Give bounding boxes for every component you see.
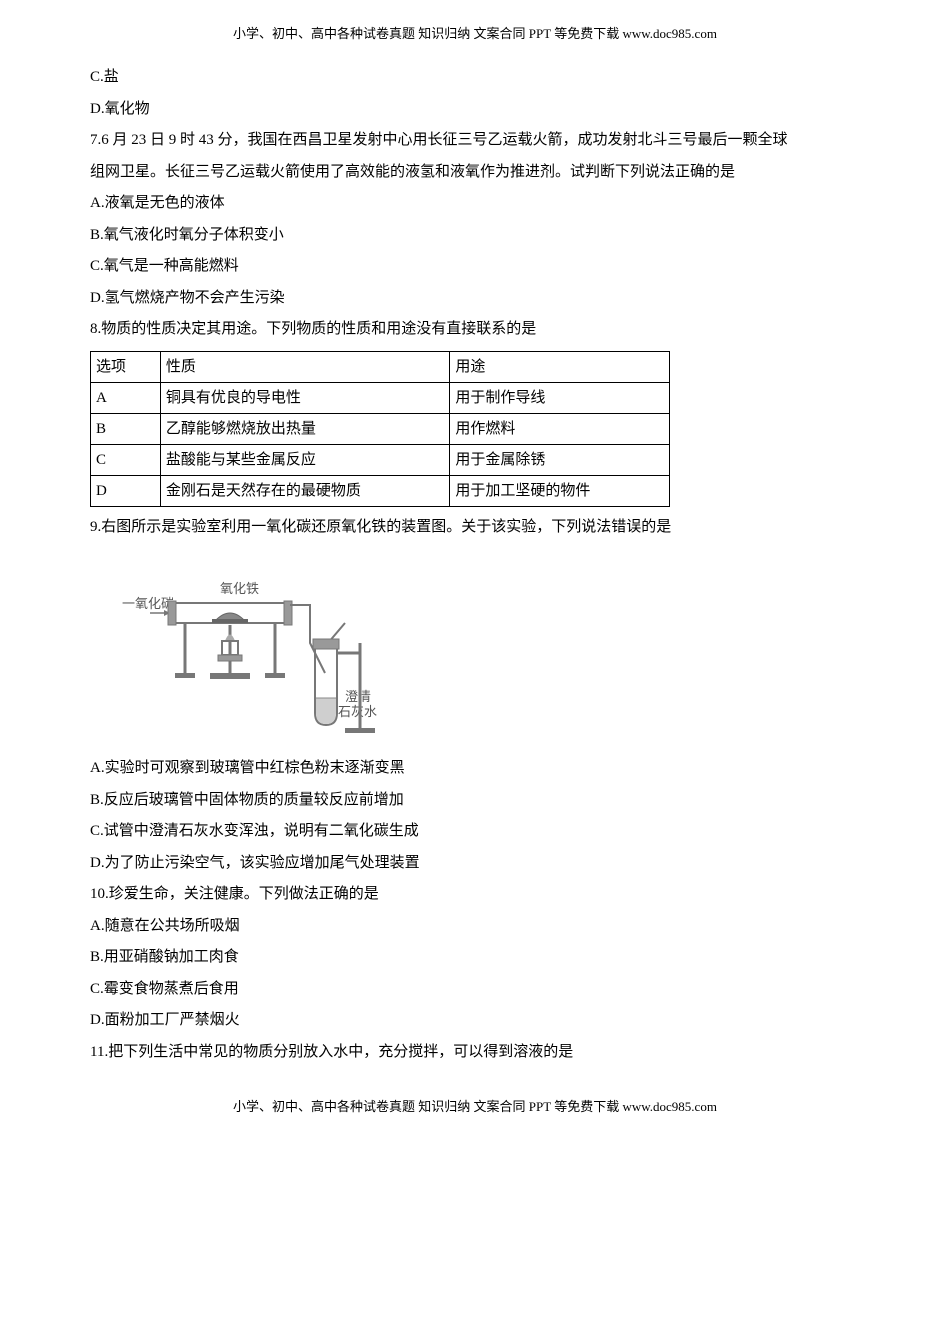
table-cell: 盐酸能与某些金属反应: [160, 444, 449, 475]
diagram-label-limewater1: 澄清: [345, 689, 371, 704]
diagram-label-fe2o3: 氧化铁: [220, 581, 259, 596]
q10-opt-b: B.用亚硝酸钠加工肉食: [90, 942, 860, 974]
q8-table: 选项 性质 用途 A 铜具有优良的导电性 用于制作导线 B 乙醇能够燃烧放出热量…: [90, 351, 670, 507]
table-cell: 铜具有优良的导电性: [160, 382, 449, 413]
table-cell: 乙醇能够燃烧放出热量: [160, 413, 449, 444]
table-row: D 金刚石是天然存在的最硬物质 用于加工坚硬的物件: [91, 475, 670, 506]
table-row: B 乙醇能够燃烧放出热量 用作燃料: [91, 413, 670, 444]
table-header-cell: 选项: [91, 351, 161, 382]
q7-opt-b: B.氧气液化时氧分子体积变小: [90, 220, 860, 252]
q7-opt-d: D.氢气燃烧产物不会产生污染: [90, 283, 860, 315]
q10-stem: 10.珍爱生命，关注健康。下列做法正确的是: [90, 879, 860, 911]
q9-diagram: 一氧化碳 氧化铁 澄清 石灰水: [120, 553, 380, 738]
q10-opt-d: D.面粉加工厂严禁烟火: [90, 1005, 860, 1037]
diagram-label-co: 一氧化碳: [122, 596, 174, 611]
table-row: A 铜具有优良的导电性 用于制作导线: [91, 382, 670, 413]
table-cell: D: [91, 475, 161, 506]
q9-opt-d: D.为了防止污染空气，该实验应增加尾气处理装置: [90, 848, 860, 880]
q9-stem: 9.右图所示是实验室利用一氧化碳还原氧化铁的装置图。关于该实验，下列说法错误的是: [90, 512, 860, 544]
table-cell: 用于加工坚硬的物件: [450, 475, 670, 506]
table-cell: C: [91, 444, 161, 475]
table-cell: 用于金属除锈: [450, 444, 670, 475]
q10-opt-c: C.霉变食物蒸煮后食用: [90, 974, 860, 1006]
stopper-icon: [168, 601, 176, 625]
table-cell: 用作燃料: [450, 413, 670, 444]
q7-stem-line2: 组网卫星。长征三号乙运载火箭使用了高效能的液氢和液氧作为推进剂。试判断下列说法正…: [90, 157, 860, 189]
q7-stem-line1: 7.6 月 23 日 9 时 43 分，我国在西昌卫星发射中心用长征三号乙运载火…: [90, 125, 860, 157]
q6-opt-d: D.氧化物: [90, 94, 860, 126]
table-cell: A: [91, 382, 161, 413]
q9-opt-c: C.试管中澄清石灰水变浑浊，说明有二氧化碳生成: [90, 816, 860, 848]
page-footer: 小学、初中、高中各种试卷真题 知识归纳 文案合同 PPT 等免费下载 www.d…: [90, 1093, 860, 1120]
q9-opt-b: B.反应后玻璃管中固体物质的质量较反应前增加: [90, 785, 860, 817]
table-header-cell: 用途: [450, 351, 670, 382]
q7-opt-a: A.液氧是无色的液体: [90, 188, 860, 220]
q9-opt-a: A.实验时可观察到玻璃管中红棕色粉末逐渐变黑: [90, 753, 860, 785]
q7-opt-c: C.氧气是一种高能燃料: [90, 251, 860, 283]
table-row: 选项 性质 用途: [91, 351, 670, 382]
q10-opt-a: A.随意在公共场所吸烟: [90, 911, 860, 943]
table-row: C 盐酸能与某些金属反应 用于金属除锈: [91, 444, 670, 475]
table-cell: 金刚石是天然存在的最硬物质: [160, 475, 449, 506]
table-header-cell: 性质: [160, 351, 449, 382]
q8-stem: 8.物质的性质决定其用途。下列物质的性质和用途没有直接联系的是: [90, 314, 860, 346]
diagram-label-limewater2: 石灰水: [338, 704, 377, 719]
q6-opt-c: C.盐: [90, 62, 860, 94]
table-cell: B: [91, 413, 161, 444]
page-header: 小学、初中、高中各种试卷真题 知识归纳 文案合同 PPT 等免费下载 www.d…: [90, 20, 860, 47]
q11-stem: 11.把下列生活中常见的物质分别放入水中，充分搅拌，可以得到溶液的是: [90, 1037, 860, 1069]
table-cell: 用于制作导线: [450, 382, 670, 413]
